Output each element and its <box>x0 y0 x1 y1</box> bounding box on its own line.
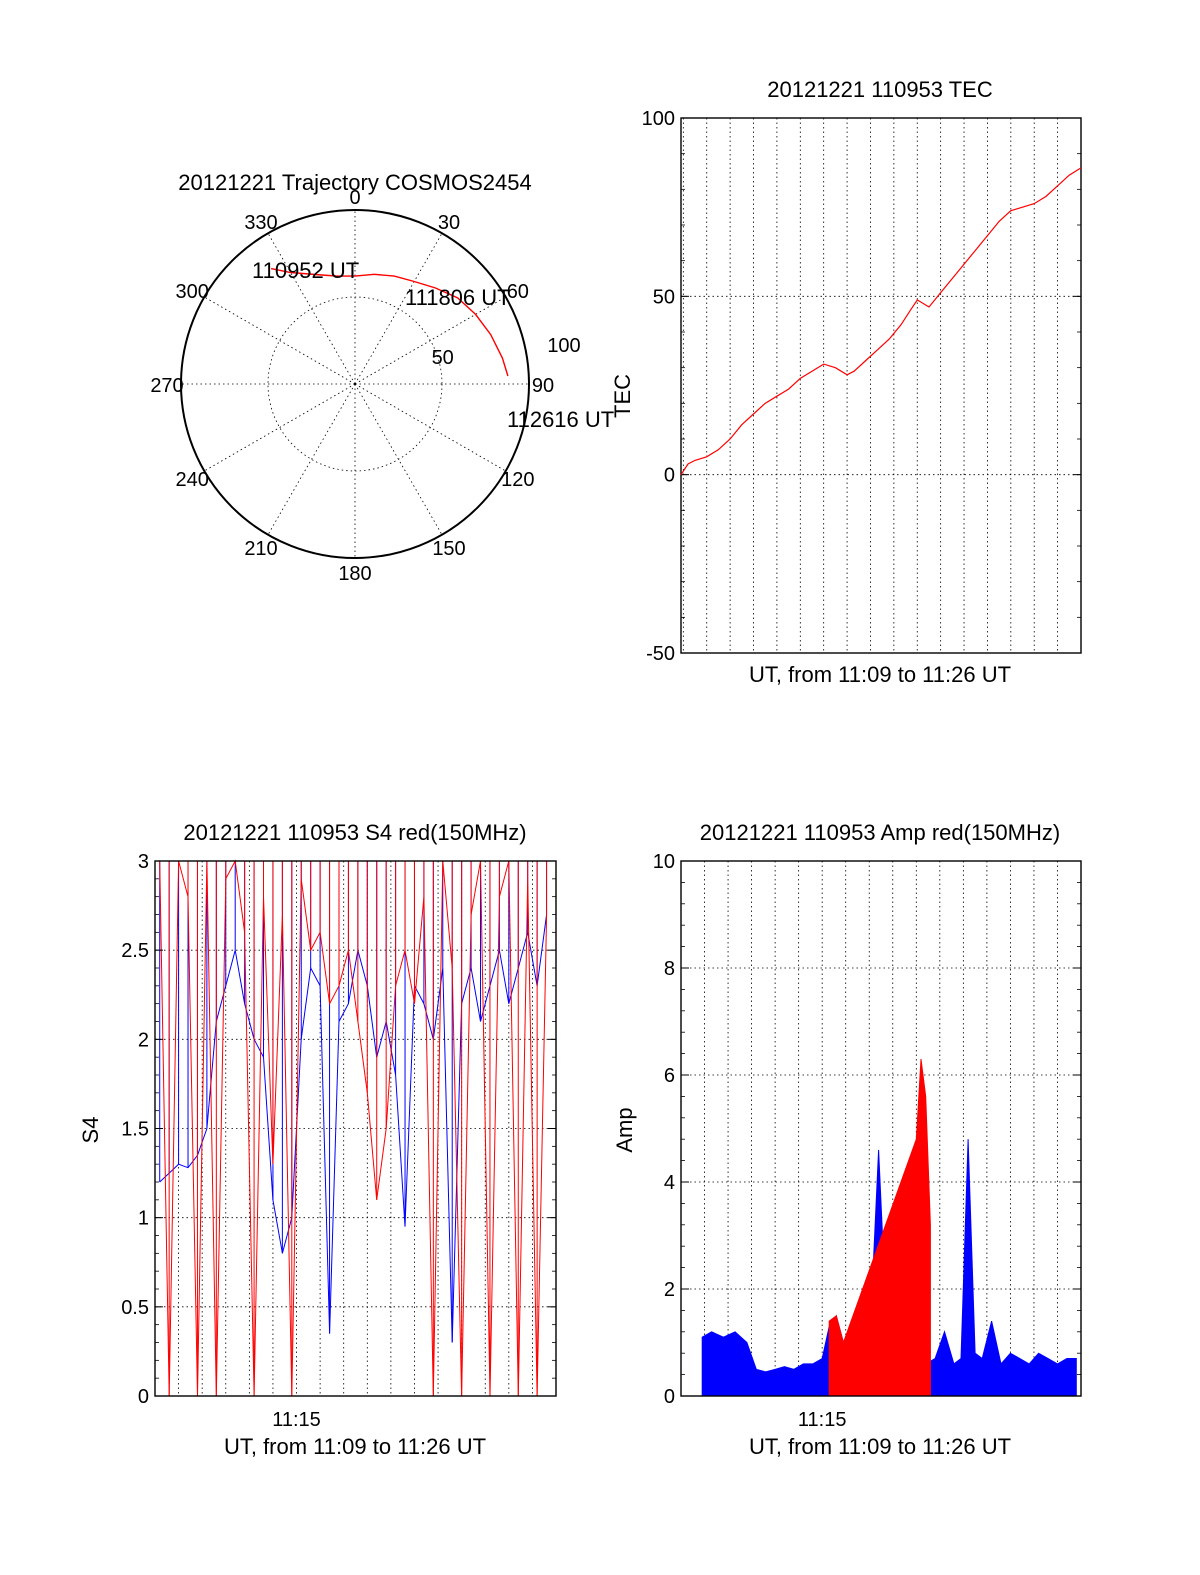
polar-spoke <box>267 383 356 535</box>
polar-azimuth-labels: 0 30 60 90 120 150 180 210 240 270 300 330 <box>150 187 554 585</box>
polar-spoke <box>204 296 356 385</box>
polar-title: 20121221 Trajectory COSMOS2454 <box>178 170 531 195</box>
polar-azimuth-label: 30 <box>438 212 460 234</box>
tec-ytick-label: 0 <box>664 465 675 487</box>
polar-azimuth-label: 150 <box>432 538 465 560</box>
polar-trajectory-chart: 20121221 Trajectory COSMOS2454 0 30 60 90 12… <box>150 170 614 585</box>
polar-outer-ring <box>180 209 530 559</box>
amp-ytick-label: 0 <box>664 1386 675 1408</box>
amp-y-ticks: 10 8 6 4 2 0 <box>653 851 1081 1408</box>
polar-trajectory-line <box>270 267 509 377</box>
polar-azimuth-label: 90 <box>532 375 554 397</box>
s4-xlabel: UT, from 11:09 to 11:26 UT <box>224 1434 486 1459</box>
tec-frame <box>680 117 1082 654</box>
tec-grid <box>681 118 1081 653</box>
polar-azimuth-label: 60 <box>507 281 529 303</box>
tec-title: 20121221 110953 TEC <box>767 77 993 102</box>
polar-azimuth-label: 120 <box>501 469 534 491</box>
polar-azimuth-label: 0 <box>349 187 360 209</box>
tec-chart: 20121221 110953 TEC 100 50 0 -50 TEC UT, fr… <box>610 77 1082 687</box>
polar-annotation-start: 110952 UT <box>252 258 359 283</box>
amp-series <box>701 1058 1077 1397</box>
s4-chart: 20121221 110953 S4 red(150MHz) 3 2.5 2 1.5 1… <box>78 820 557 1459</box>
amp-ytick-label: 2 <box>664 1279 675 1301</box>
amp-frame <box>680 860 1082 1397</box>
amp-x-ticks: 11:15 <box>798 1409 847 1431</box>
s4-title: 20121221 110953 S4 red(150MHz) <box>183 820 526 845</box>
amp-chart: 20121221 110953 Amp red(150MHz) 1086420 … <box>612 820 1082 1459</box>
s4-ytick-label: 2 <box>138 1029 149 1051</box>
s4-y-ticks: 3 2.5 2 1.5 1 0.5 0 <box>121 851 556 1408</box>
amp-ytick-label: 8 <box>664 958 675 980</box>
s4-series <box>159 859 548 1397</box>
s4-ytick-label: 3 <box>138 851 149 873</box>
s4-x-ticks: 11:15 <box>272 1409 321 1431</box>
polar-grid <box>181 210 529 558</box>
polar-azimuth-label: 240 <box>175 469 208 491</box>
tec-ytick-label: -50 <box>646 643 675 665</box>
tec-ytick-label: 100 <box>642 108 675 130</box>
tec-series <box>680 167 1082 476</box>
s4-xtick-label: 11:15 <box>272 1409 321 1431</box>
s4-ytick-label: 1.5 <box>121 1119 149 1141</box>
polar-azimuth-label: 300 <box>175 281 208 303</box>
polar-annotation-end: 112616 UT <box>507 407 614 432</box>
polar-azimuth-label: 330 <box>244 212 277 234</box>
s4-ytick-label: 1 <box>138 1208 149 1230</box>
polar-series <box>270 267 509 377</box>
amp-ytick-label: 6 <box>664 1065 675 1087</box>
amp-ytick-label: 10 <box>653 851 675 873</box>
s4-ytick-label: 2.5 <box>121 940 149 962</box>
amp-ytick-label: 4 <box>664 1172 675 1194</box>
polar-spoke <box>267 233 356 385</box>
amp-ylabel: Amp <box>612 1107 637 1152</box>
polar-ring <box>267 296 443 472</box>
polar-ring-label: 100 <box>547 335 580 357</box>
amp-xlabel: UT, from 11:09 to 11:26 UT <box>749 1434 1011 1459</box>
tec-ylabel: TEC <box>610 374 635 418</box>
polar-ring-labels: 50 100 <box>432 335 581 369</box>
polar-spoke <box>204 383 356 472</box>
amp-series-area <box>828 1058 931 1397</box>
s4-ytick-label: 0.5 <box>121 1297 149 1319</box>
tec-xlabel: UT, from 11:09 to 11:26 UT <box>749 662 1011 687</box>
polar-azimuth-label: 180 <box>338 563 371 585</box>
amp-xtick-label: 11:15 <box>798 1409 847 1431</box>
tec-series-line <box>680 167 1082 476</box>
polar-annotation-mid: 111806 UT <box>405 285 511 310</box>
s4-series-line <box>159 859 548 1397</box>
s4-ylabel: S4 <box>78 1117 103 1144</box>
s4-ytick-label: 0 <box>138 1386 149 1408</box>
tec-ytick-label: 50 <box>653 286 675 308</box>
amp-title: 20121221 110953 Amp red(150MHz) <box>700 820 1060 845</box>
tec-y-ticks: 100 50 0 -50 <box>642 108 1081 665</box>
polar-ring-label: 50 <box>432 347 454 369</box>
polar-azimuth-label: 210 <box>244 538 277 560</box>
polar-azimuth-label: 270 <box>150 375 183 397</box>
